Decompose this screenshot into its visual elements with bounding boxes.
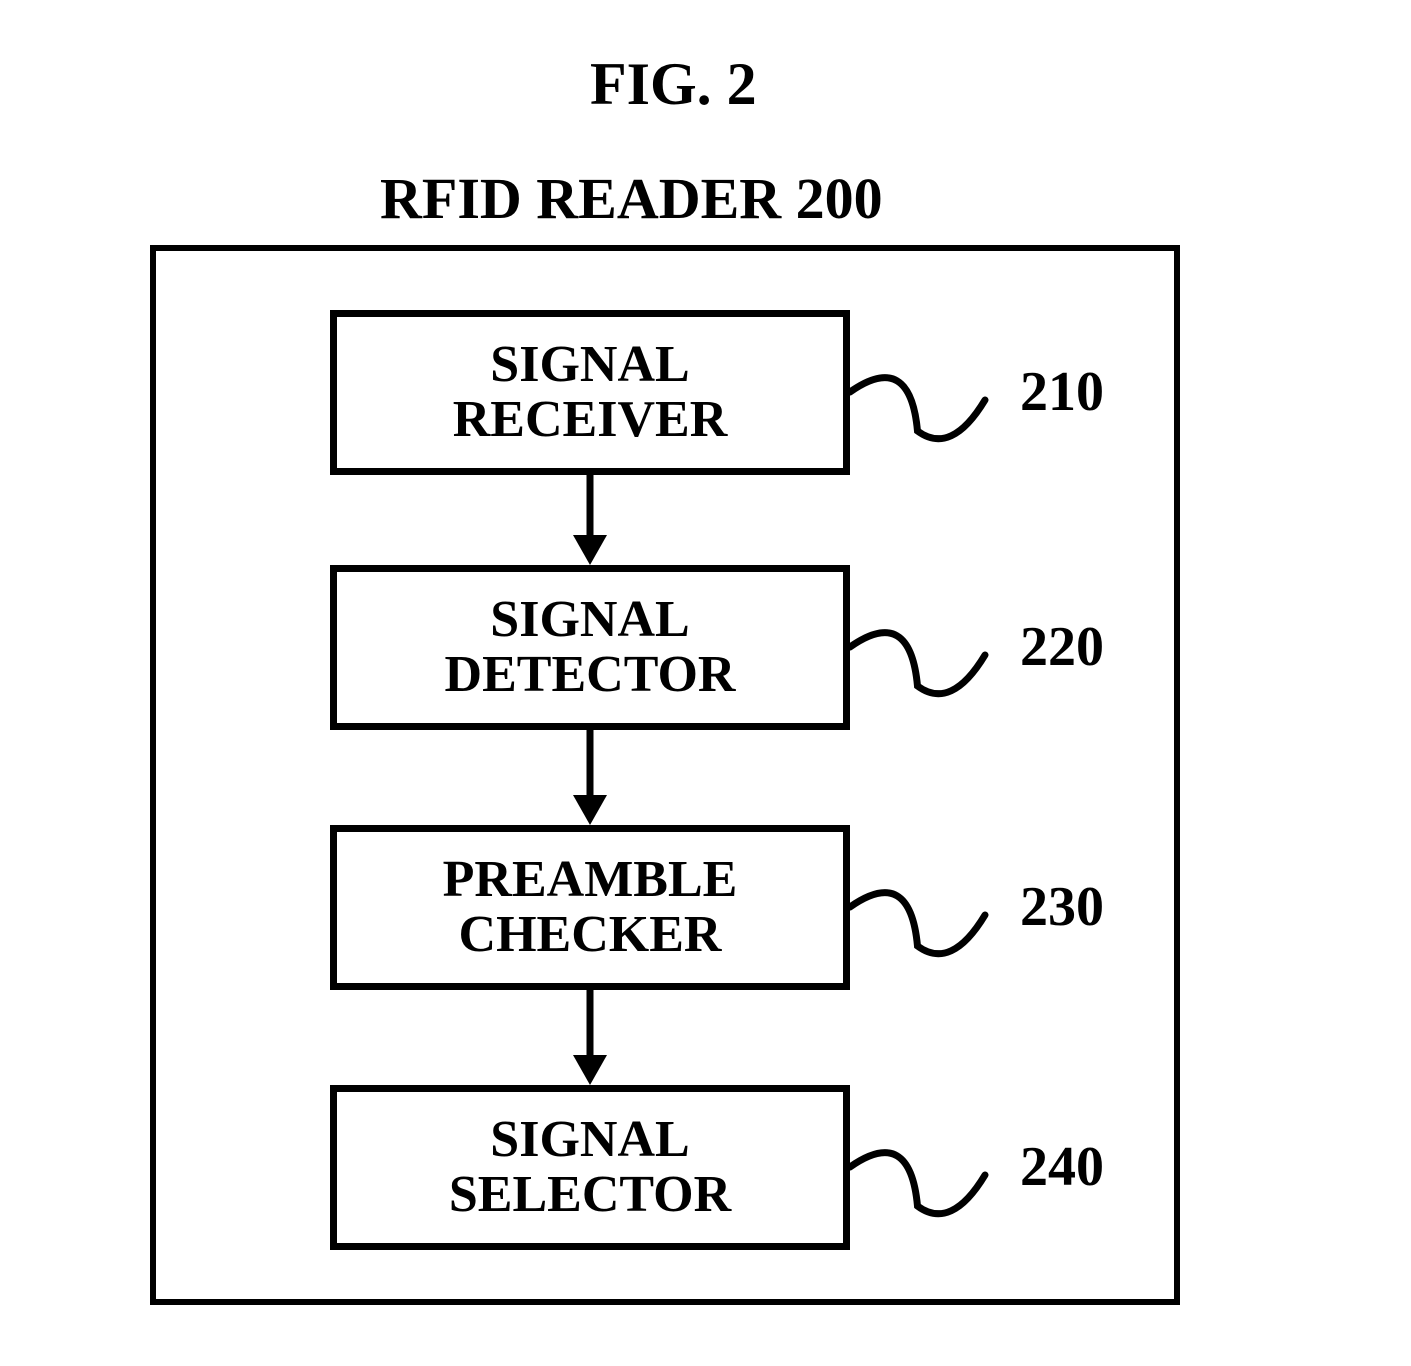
block-signal-receiver: SIGNALRECEIVER (330, 310, 850, 475)
block-label: PREAMBLECHECKER (443, 853, 738, 962)
block-label: SIGNALRECEIVER (453, 338, 728, 447)
figure-number-label: FIG. 2 (590, 50, 757, 119)
ref-num: 240 (1020, 1135, 1104, 1199)
figure-canvas: FIG. 2 RFID READER 200 SIGNALRECEIVER SI… (0, 0, 1411, 1366)
ref-num: 230 (1020, 875, 1104, 939)
block-signal-selector: SIGNALSELECTOR (330, 1085, 850, 1250)
block-label: SIGNALDETECTOR (445, 593, 736, 702)
ref-num: 210 (1020, 360, 1104, 424)
block-preamble-checker: PREAMBLECHECKER (330, 825, 850, 990)
ref-num: 220 (1020, 615, 1104, 679)
block-signal-detector: SIGNALDETECTOR (330, 565, 850, 730)
figure-title: RFID READER 200 (380, 165, 883, 232)
block-label: SIGNALSELECTOR (449, 1113, 731, 1222)
